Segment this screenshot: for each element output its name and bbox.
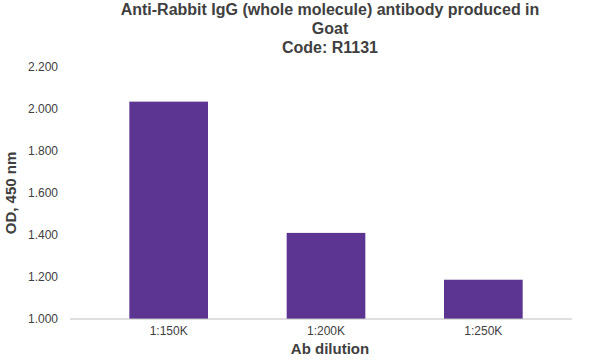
y-tick-label: 1.400 bbox=[28, 228, 58, 242]
x-axis-label: Ab dilution bbox=[291, 340, 369, 357]
x-axis bbox=[70, 319, 572, 320]
bar bbox=[287, 233, 366, 319]
y-tick-label: 1.000 bbox=[28, 312, 58, 326]
bar bbox=[444, 280, 523, 319]
y-axis-label: OD, 450 nm bbox=[2, 152, 19, 235]
chart: Anti-Rabbit IgG (whole molecule) antibod… bbox=[0, 0, 589, 360]
bars bbox=[129, 102, 522, 319]
x-tick-label: 1:150K bbox=[150, 324, 188, 338]
y-tick-label: 1.600 bbox=[28, 186, 58, 200]
y-tick-label: 2.000 bbox=[28, 102, 58, 116]
y-tick-label: 1.200 bbox=[28, 270, 58, 284]
subtitle: Code: R1131 bbox=[282, 39, 378, 56]
y-tick-label: 2.200 bbox=[28, 60, 58, 74]
x-tick-label: 1:200K bbox=[307, 324, 345, 338]
x-tick-label: 1:250K bbox=[464, 324, 502, 338]
y-tick-label: 1.800 bbox=[28, 144, 58, 158]
bar bbox=[129, 102, 208, 319]
title: Anti-Rabbit IgG (whole molecule) antibod… bbox=[121, 1, 540, 37]
